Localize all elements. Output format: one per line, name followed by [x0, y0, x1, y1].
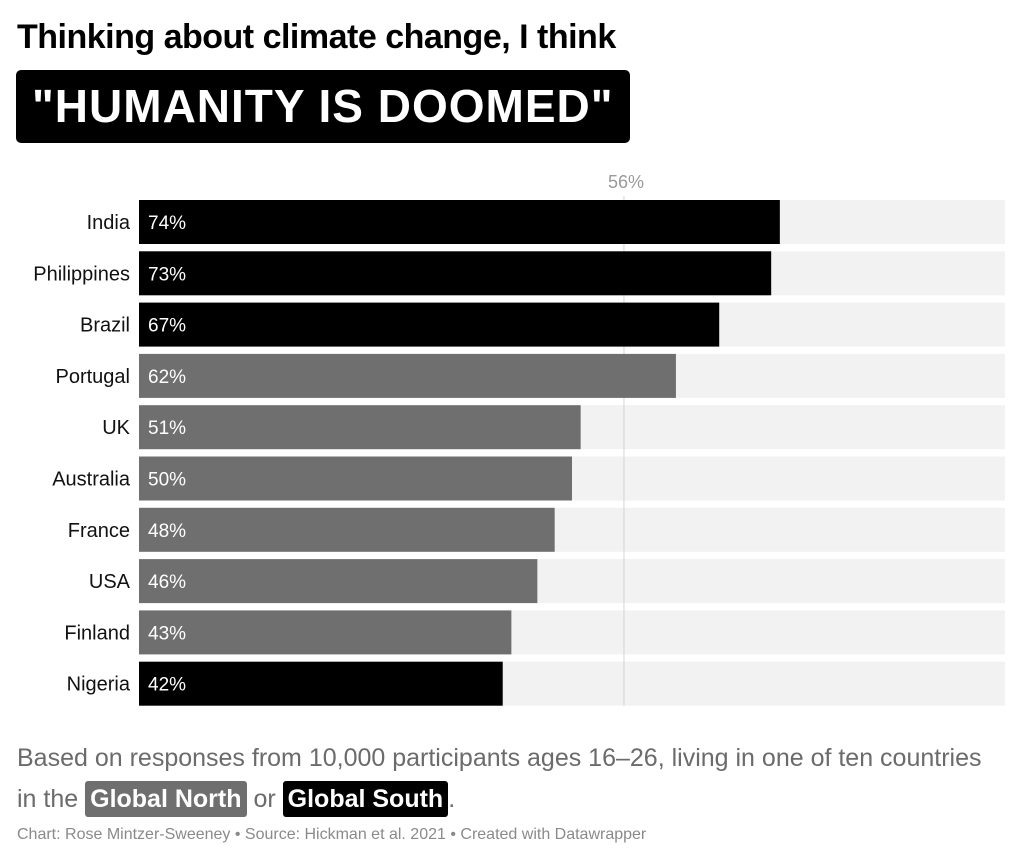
category-label: USA — [89, 571, 131, 593]
bar-value-label: 48% — [148, 521, 186, 542]
category-label: France — [68, 520, 130, 542]
subtitle-or-text: or — [253, 785, 276, 813]
chart-credit: Chart: Rose Mintzer-Sweeney • Source: Hi… — [17, 826, 647, 843]
bar — [139, 456, 572, 501]
subtitle-end-text: . — [448, 785, 456, 813]
bar-chart: 56% 74% India 73% Philippines 67% Brazil 62% Por… — [33, 172, 1005, 706]
chart-title: Thinking about climate change, I think — [17, 18, 616, 56]
bar-value-label: 43% — [148, 623, 186, 644]
bar-value-label: 46% — [148, 572, 186, 593]
chart-subtitle: Based on responses from 10,000 participa… — [17, 738, 1007, 820]
category-label: Finland — [64, 622, 130, 644]
bar — [139, 251, 772, 296]
bar — [139, 405, 581, 450]
bar — [139, 559, 538, 604]
bar — [139, 507, 555, 552]
bar-value-label: 42% — [148, 675, 186, 696]
global-south-tag: Global South — [282, 781, 449, 817]
bar — [139, 353, 676, 398]
category-label: UK — [102, 417, 130, 439]
bar-value-label: 51% — [148, 418, 186, 439]
bar-value-label: 67% — [148, 316, 186, 337]
headline-box: "HUMANITY IS DOOMED" — [16, 70, 630, 143]
bar-value-label: 73% — [148, 264, 186, 285]
bar — [139, 610, 512, 655]
category-label: India — [87, 212, 131, 234]
bar-value-label: 62% — [148, 367, 186, 388]
bar-value-label: 74% — [148, 213, 186, 234]
bar-value-label: 50% — [148, 470, 186, 491]
bar — [139, 661, 503, 706]
global-north-tag: Global North — [85, 781, 247, 817]
bar — [139, 200, 780, 244]
category-label: Australia — [52, 469, 131, 491]
reference-line-label: 56% — [608, 172, 644, 192]
bar — [139, 302, 720, 347]
category-label: Portugal — [56, 366, 131, 388]
category-label: Nigeria — [67, 674, 131, 696]
category-label: Philippines — [33, 263, 130, 285]
subtitle-text: Based on responses from 10,000 participa… — [17, 744, 982, 813]
category-label: Brazil — [80, 315, 130, 337]
